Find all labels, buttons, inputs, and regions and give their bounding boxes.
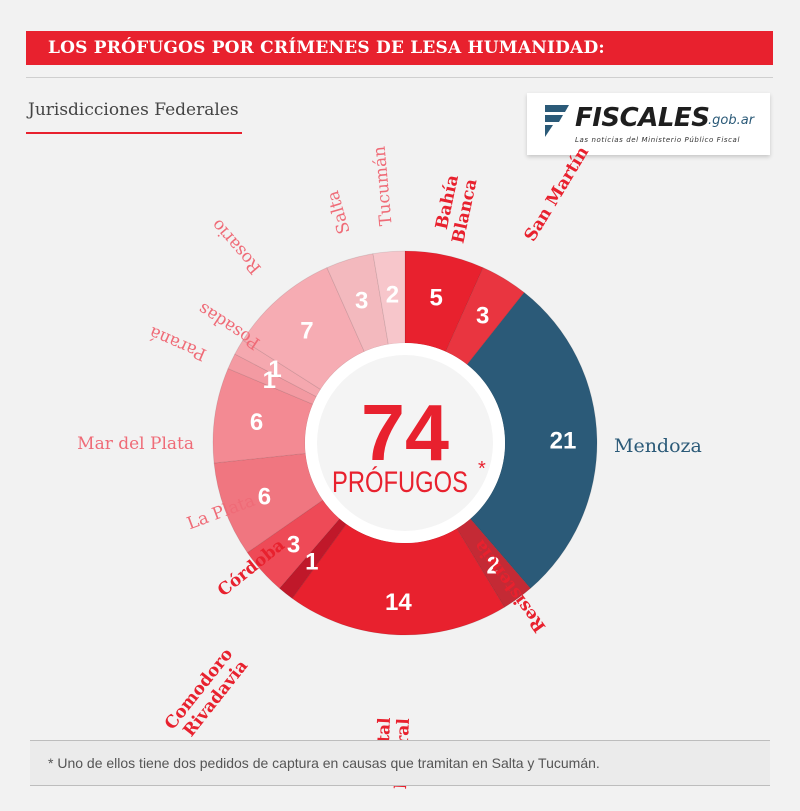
category-label-salta: Salta (323, 188, 355, 236)
category-label-mendoza: Mendoza (614, 435, 702, 457)
total-label: PRÓFUGOS (332, 466, 468, 499)
svg-text:Mendoza: Mendoza (614, 435, 702, 457)
svg-text:Mar del Plata: Mar del Plata (77, 434, 194, 454)
svg-text:San Martín: San Martín (521, 143, 594, 245)
value-label-mendoza: 21 (550, 428, 577, 455)
value-label-la-plata: 6 (258, 483, 271, 510)
donut-center (317, 355, 493, 531)
logo-wordmark: FISCALES (575, 103, 710, 133)
total-count: 74 (361, 388, 450, 477)
category-label-rosario: Rosario (208, 215, 266, 278)
svg-text:Tucumán: Tucumán (370, 145, 397, 226)
value-label-bahia-blanca: 5 (430, 284, 443, 311)
total-asterisk: * (478, 458, 486, 480)
value-label-parana: 1 (263, 367, 276, 394)
logo-tagline: Las noticias del Ministerio Público Fisc… (575, 136, 740, 144)
value-label-cordoba: 3 (287, 531, 300, 558)
value-label-mar-del-plata: 6 (250, 409, 263, 436)
category-label-tucuman: Tucumán (370, 145, 397, 226)
value-label-rosario: 7 (300, 317, 313, 344)
chart-subtitle: Jurisdicciones Federales (28, 100, 239, 120)
value-label-capital-federal: 14 (385, 589, 412, 616)
value-label-san-martin: 3 (476, 303, 489, 330)
category-label-mar-del-plata: Mar del Plata (77, 434, 194, 454)
footnote-box: * Uno de ellos tiene dos pedidos de capt… (30, 740, 770, 786)
fiscales-logo: FISCALES .gob.ar Las noticias del Minist… (527, 93, 770, 155)
svg-text:Rosario: Rosario (208, 215, 266, 278)
svg-text:Salta: Salta (323, 188, 355, 236)
value-label-posadas: 1 (268, 356, 281, 383)
subtitle-underline (26, 132, 242, 134)
fiscales-emblem-icon (545, 105, 569, 137)
logo-domain: .gob.ar (708, 113, 755, 128)
footnote-text: * Uno de ellos tiene dos pedidos de capt… (48, 755, 600, 771)
category-label-san-martin: San Martín (521, 143, 594, 245)
svg-text:Paraná: Paraná (146, 322, 209, 364)
value-label-resistencia: 2 (486, 552, 499, 579)
value-label-salta: 3 (355, 287, 368, 314)
chart-title-banner: LOS PRÓFUGOS POR CRÍMENES DE LESA HUMANI… (26, 31, 773, 65)
value-label-tucuman: 2 (386, 282, 399, 309)
category-label-parana: Paraná (146, 322, 209, 364)
header-divider (26, 77, 773, 78)
value-label-comodoro-rivadavia: 1 (305, 549, 318, 576)
chart-title: LOS PRÓFUGOS POR CRÍMENES DE LESA HUMANI… (48, 38, 605, 58)
